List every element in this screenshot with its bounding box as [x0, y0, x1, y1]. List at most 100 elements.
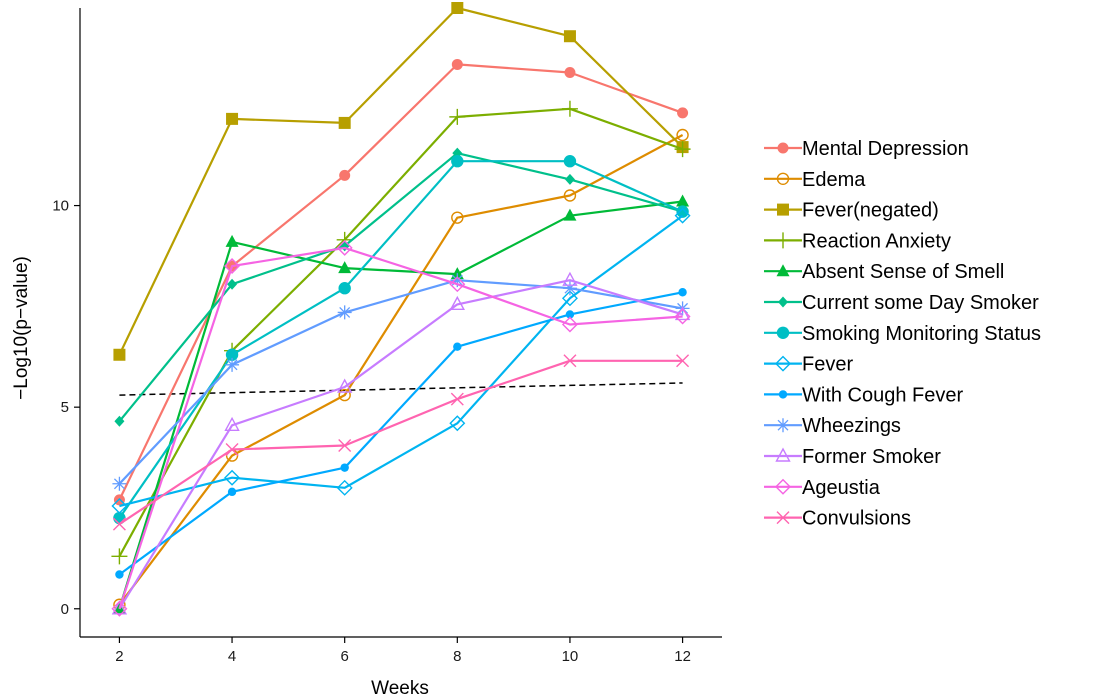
y-tick-label: 0	[61, 601, 69, 618]
data-point	[563, 208, 577, 221]
series-line	[118, 200, 683, 610]
data-point	[227, 278, 238, 290]
data-point	[224, 469, 241, 486]
data-point	[562, 271, 578, 286]
data-point	[678, 288, 687, 297]
data-point	[338, 438, 352, 452]
data-point	[111, 548, 128, 565]
series-line	[118, 160, 684, 519]
threshold-line	[119, 382, 683, 396]
data-point	[451, 211, 464, 224]
x-tick-label: 10	[562, 648, 579, 665]
legend-label: Absent Sense of Smell	[802, 261, 1004, 283]
data-point	[337, 378, 353, 393]
data-point	[224, 416, 240, 432]
x-axis-title: Weeks	[371, 678, 429, 699]
data-point	[336, 479, 353, 496]
data-point	[449, 415, 466, 432]
x-tick-label: 2	[115, 648, 123, 665]
legend-swatch-marker	[776, 511, 790, 525]
data-point	[676, 128, 689, 142]
data-point	[561, 100, 578, 117]
legend-item: Fever(negated)	[764, 200, 939, 222]
legend-label: Reaction Anxiety	[802, 230, 951, 252]
legend-label: Wheezings	[802, 415, 901, 437]
axes: 2 4 6 8 10 12 0 5 10	[52, 8, 722, 665]
series-10	[111, 271, 691, 615]
data-point	[561, 290, 578, 307]
data-point	[563, 189, 577, 202]
legend: Mental Depression Edema Fever(negated) Reac…	[764, 138, 1041, 530]
series-12	[112, 354, 690, 531]
legend-swatch-marker	[778, 296, 788, 308]
data-point	[114, 415, 125, 427]
series-9	[112, 273, 690, 491]
data-point	[562, 281, 577, 296]
legend-label: Mental Depression	[802, 138, 969, 160]
series-line	[118, 246, 683, 610]
series-line	[118, 6, 684, 356]
data-point	[564, 173, 575, 185]
series-line	[118, 279, 683, 610]
legend-swatch-marker	[777, 142, 789, 154]
data-point	[449, 295, 465, 311]
legend-label: With Cough Fever	[802, 384, 964, 406]
series-1	[113, 128, 689, 611]
legend-swatch-marker	[776, 172, 790, 186]
data-point	[224, 258, 241, 275]
data-point	[337, 305, 352, 320]
legend-item: Wheezings	[764, 415, 901, 437]
series-8	[115, 288, 687, 579]
data-point	[336, 239, 353, 256]
data-point	[449, 108, 466, 125]
legend-item: Absent Sense of Smell	[764, 261, 1004, 283]
series-6	[113, 155, 689, 525]
data-point	[453, 342, 462, 351]
data-point	[111, 497, 128, 514]
legend-swatch-marker	[776, 418, 790, 433]
series-2	[113, 2, 689, 361]
x-tick-label: 6	[341, 648, 349, 665]
series-line	[118, 63, 683, 501]
data-point	[674, 141, 691, 158]
legend-label: Smoking Monitoring Status	[802, 323, 1041, 345]
series-line	[119, 214, 684, 508]
legend-swatch-marker	[776, 264, 790, 277]
legend-item: Ageustia	[764, 477, 881, 499]
legend-item: Current some Day Smoker	[764, 292, 1039, 314]
legend-swatch-marker	[775, 232, 791, 249]
series-7	[111, 207, 691, 514]
data-point	[226, 112, 239, 125]
legend-swatch-marker	[777, 203, 789, 216]
legend-label: Edema	[802, 169, 866, 191]
legend-label: Convulsions	[802, 508, 911, 530]
y-tick-label: 10	[52, 198, 69, 215]
data-point	[111, 600, 128, 615]
data-point	[676, 205, 689, 218]
legend-swatch-marker	[775, 478, 791, 495]
legend-label: Current some Day Smoker	[802, 292, 1039, 314]
legend-swatch-marker	[778, 390, 788, 399]
series-group	[111, 2, 691, 617]
series-11	[111, 239, 691, 617]
data-point	[112, 476, 127, 491]
data-point	[450, 273, 465, 288]
data-point	[565, 310, 575, 319]
data-point	[338, 388, 351, 402]
y-tick-label: 5	[61, 399, 69, 416]
series-0	[113, 58, 689, 506]
data-point	[674, 207, 691, 224]
y-axis-title: −Log10(p−value)	[11, 256, 32, 400]
legend-swatch-marker	[775, 447, 791, 462]
data-point	[111, 600, 128, 617]
legend-label: Ageustia	[802, 477, 881, 499]
data-point	[225, 443, 239, 457]
series-3	[111, 100, 691, 565]
legend-label: Fever(negated)	[802, 200, 939, 222]
data-point	[339, 169, 351, 181]
series-line	[118, 359, 683, 526]
legend-item: Convulsions	[764, 508, 911, 530]
data-point	[676, 194, 690, 207]
